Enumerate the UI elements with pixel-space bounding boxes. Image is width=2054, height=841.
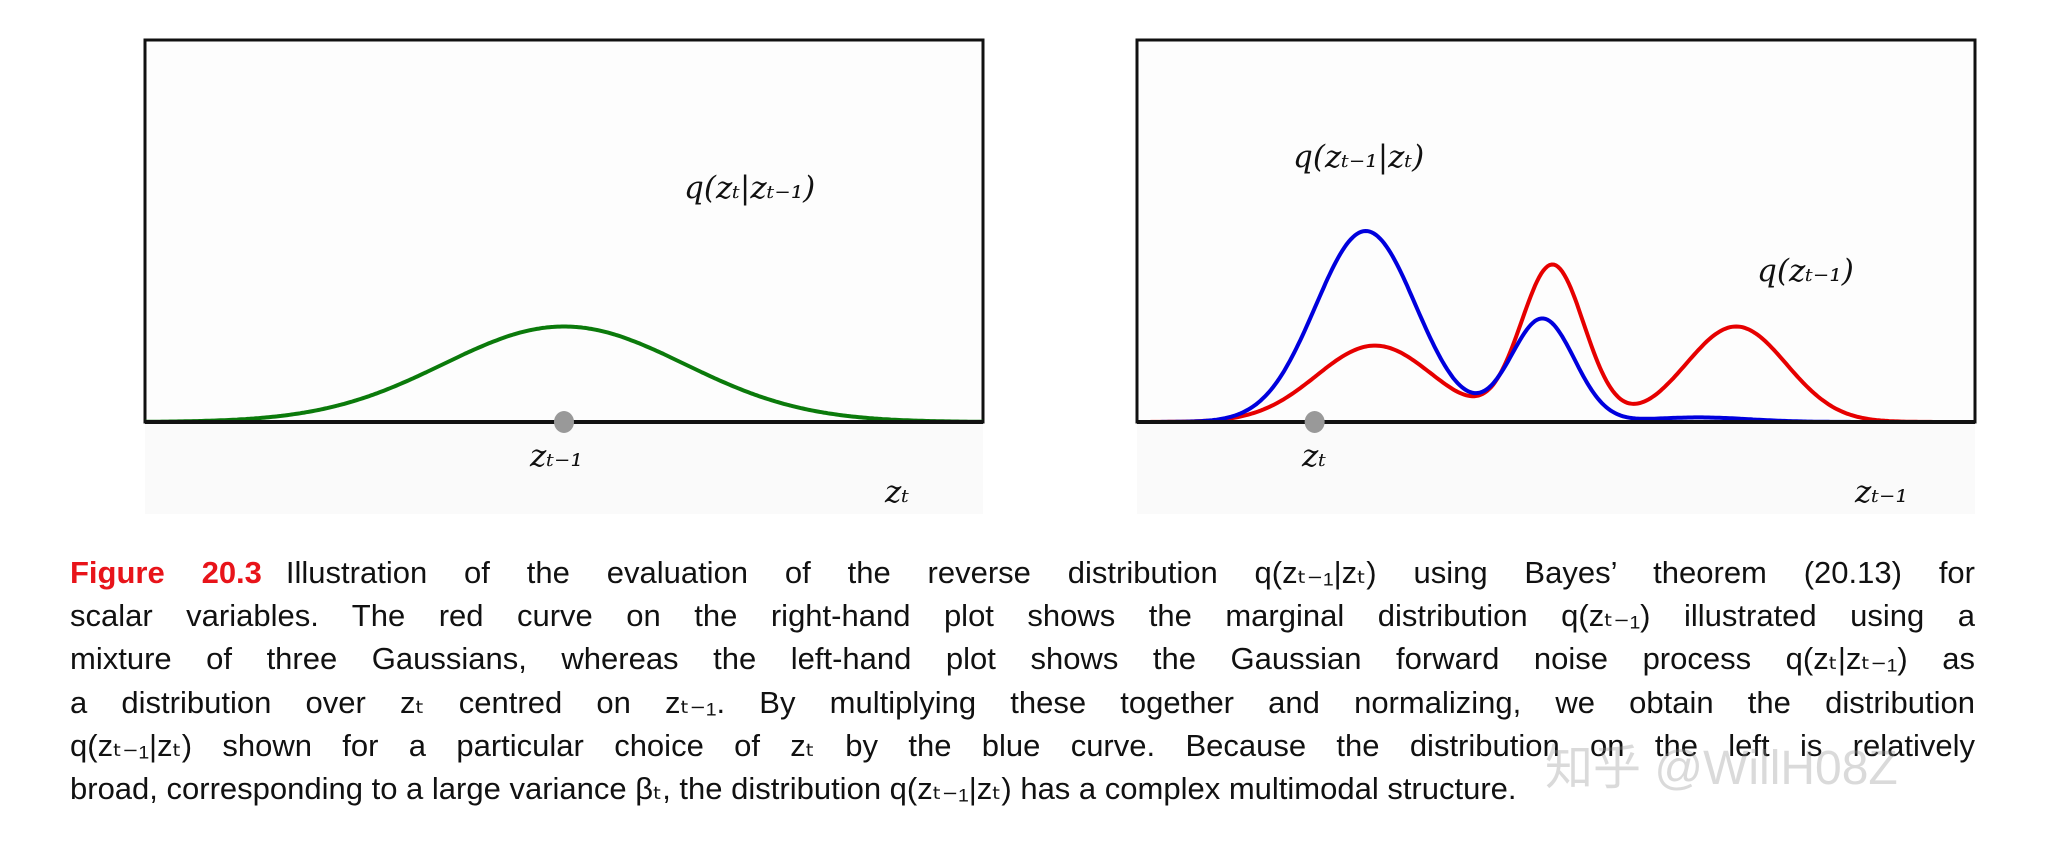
caption-line-3: mixture of three Gaussians, whereas the …	[70, 641, 1975, 677]
caption-line-4: a distribution over zₜ centred on zₜ₋₁. …	[70, 684, 1975, 720]
right-x-axis-label: zₜ₋₁	[1854, 474, 1908, 510]
curve-green	[145, 324, 983, 424]
left-curve-label: q(zₜ|zₜ₋₁)	[684, 170, 815, 206]
right-red-curve-label: q(zₜ₋₁)	[1757, 253, 1854, 289]
caption-line-6: broad, corresponding to a large variance…	[70, 771, 1517, 807]
curve-red	[1137, 262, 1975, 424]
plot-frame	[1135, 38, 1977, 424]
watermark: 知乎 @WillH08Z	[1545, 742, 1898, 795]
plot-frame	[143, 38, 985, 424]
left-x-axis-label: zₜ	[884, 474, 909, 510]
right-plot	[1135, 38, 1977, 433]
right-marker-label: zₜ	[1301, 438, 1326, 474]
caption-text: Illustration of the evaluation of the re…	[285, 555, 1975, 590]
left-plot	[143, 38, 985, 433]
caption-line-1: Figure 20.3 Illustration of the evaluatio…	[70, 551, 1975, 594]
figure-caption: Figure 20.3 Illustration of the evaluatio…	[70, 551, 1975, 810]
figure-plots: q(zₜ|zₜ₋₁) zₜ₋₁ zₜ q(zₜ₋₁|zₜ) q(zₜ₋₁) zₜ…	[143, 38, 1977, 514]
marker-point	[554, 411, 574, 433]
left-axis-band	[145, 422, 983, 514]
marker-point	[1304, 411, 1325, 433]
caption-line-5: q(zₜ₋₁|zₜ) shown for a particular choice…	[70, 727, 1975, 763]
caption-line-2: scalar variables. The red curve on the r…	[70, 598, 1975, 634]
right-blue-curve-label: q(zₜ₋₁|zₜ)	[1293, 139, 1424, 175]
right-axis-band	[1137, 422, 1975, 514]
figure-number: Figure 20.3	[70, 555, 262, 590]
left-marker-label: zₜ₋₁	[529, 438, 583, 474]
